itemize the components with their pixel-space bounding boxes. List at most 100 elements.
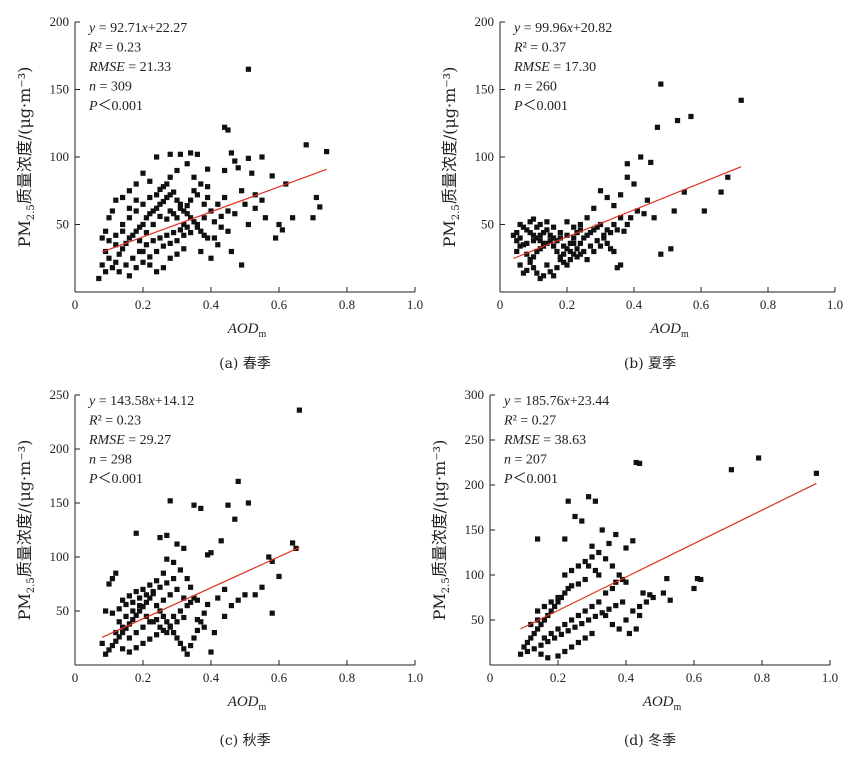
data-point — [157, 201, 163, 207]
data-point — [534, 248, 540, 255]
data-point — [160, 184, 166, 190]
x-tick-label: 0.6 — [271, 670, 288, 685]
data-point — [637, 460, 643, 466]
data-point — [537, 275, 543, 282]
data-point — [184, 203, 190, 209]
y-tick-label: 200 — [475, 14, 495, 29]
data-point — [205, 552, 211, 558]
data-point — [547, 238, 553, 244]
data-point — [140, 624, 146, 630]
data-point — [171, 613, 177, 619]
data-point — [561, 251, 567, 257]
data-point — [596, 572, 602, 578]
data-point — [527, 259, 533, 265]
x-tick-label: 1.0 — [407, 297, 423, 312]
data-point — [113, 259, 119, 265]
data-point — [562, 536, 568, 542]
data-point — [126, 188, 132, 194]
data-point — [228, 248, 234, 255]
x-tick-label: 1.0 — [407, 670, 423, 685]
data-point — [126, 621, 132, 627]
data-point — [99, 262, 105, 268]
data-point — [517, 243, 523, 249]
annotation-p: P＜0.001 — [88, 99, 143, 114]
data-point — [517, 262, 523, 268]
data-point — [738, 97, 744, 103]
data-point — [245, 500, 251, 506]
data-point — [569, 583, 575, 589]
data-point — [596, 599, 602, 605]
data-point — [587, 230, 594, 236]
data-point — [640, 590, 646, 596]
data-point — [592, 567, 598, 574]
data-point — [184, 603, 190, 609]
data-point — [222, 194, 228, 201]
data-point — [157, 213, 163, 219]
data-point — [756, 455, 762, 461]
data-point — [698, 576, 704, 583]
data-point — [591, 205, 597, 211]
data-point — [211, 219, 217, 225]
data-point — [586, 494, 592, 500]
data-point — [611, 248, 617, 255]
data-point — [181, 246, 187, 252]
data-point — [140, 170, 146, 176]
data-point — [609, 585, 615, 592]
annotation-r2: R² = 0.27 — [503, 414, 556, 429]
data-point — [167, 174, 173, 180]
x-tick-label: 0 — [72, 670, 79, 685]
annotation-n: n = 298 — [89, 453, 132, 468]
data-point — [164, 580, 170, 586]
data-point — [164, 619, 170, 625]
x-tick-label: 1.0 — [827, 297, 843, 312]
data-point — [242, 201, 248, 207]
data-point — [606, 540, 612, 547]
data-point — [174, 238, 180, 244]
data-point — [208, 255, 214, 261]
data-point — [606, 606, 612, 612]
data-point — [171, 211, 177, 217]
data-point — [604, 194, 610, 201]
data-point — [137, 238, 143, 244]
x-tick-label: 0.8 — [339, 297, 355, 312]
data-point — [184, 651, 190, 657]
data-point — [545, 639, 551, 645]
data-point — [177, 640, 183, 646]
data-point — [171, 230, 177, 236]
data-point — [208, 208, 214, 214]
data-point — [634, 208, 640, 214]
y-axis-label: PM2.5质量浓度/(μg·m⁻³) — [15, 67, 37, 248]
data-point — [728, 467, 734, 473]
data-point — [109, 208, 115, 214]
data-point — [276, 221, 282, 228]
data-point — [577, 240, 583, 246]
data-point — [538, 642, 544, 648]
data-point — [201, 215, 207, 221]
data-point — [633, 459, 639, 466]
data-point — [535, 626, 541, 632]
x-tick-label: 0.6 — [271, 297, 288, 312]
data-point — [120, 246, 126, 252]
data-point — [194, 151, 200, 157]
data-point — [208, 550, 214, 556]
data-point — [544, 240, 550, 246]
data-point — [813, 470, 819, 476]
data-point — [174, 167, 180, 174]
data-point — [555, 594, 561, 601]
data-point — [718, 189, 724, 195]
data-point — [164, 630, 170, 636]
data-point — [527, 230, 533, 236]
x-tick-label: 0.4 — [618, 670, 635, 685]
data-point — [147, 178, 153, 184]
data-point — [582, 635, 588, 641]
data-point — [201, 624, 207, 630]
data-point — [527, 257, 533, 263]
data-point — [582, 558, 588, 565]
data-point — [188, 150, 194, 156]
data-point — [147, 262, 153, 268]
data-point — [551, 224, 557, 230]
data-point — [597, 221, 604, 228]
data-point — [143, 230, 149, 236]
data-point — [587, 243, 594, 249]
data-point — [174, 215, 180, 221]
